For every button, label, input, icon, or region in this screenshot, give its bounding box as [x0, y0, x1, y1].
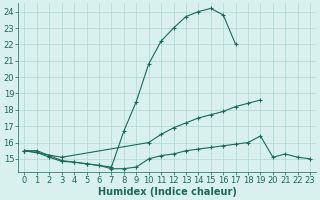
X-axis label: Humidex (Indice chaleur): Humidex (Indice chaleur): [98, 187, 237, 197]
